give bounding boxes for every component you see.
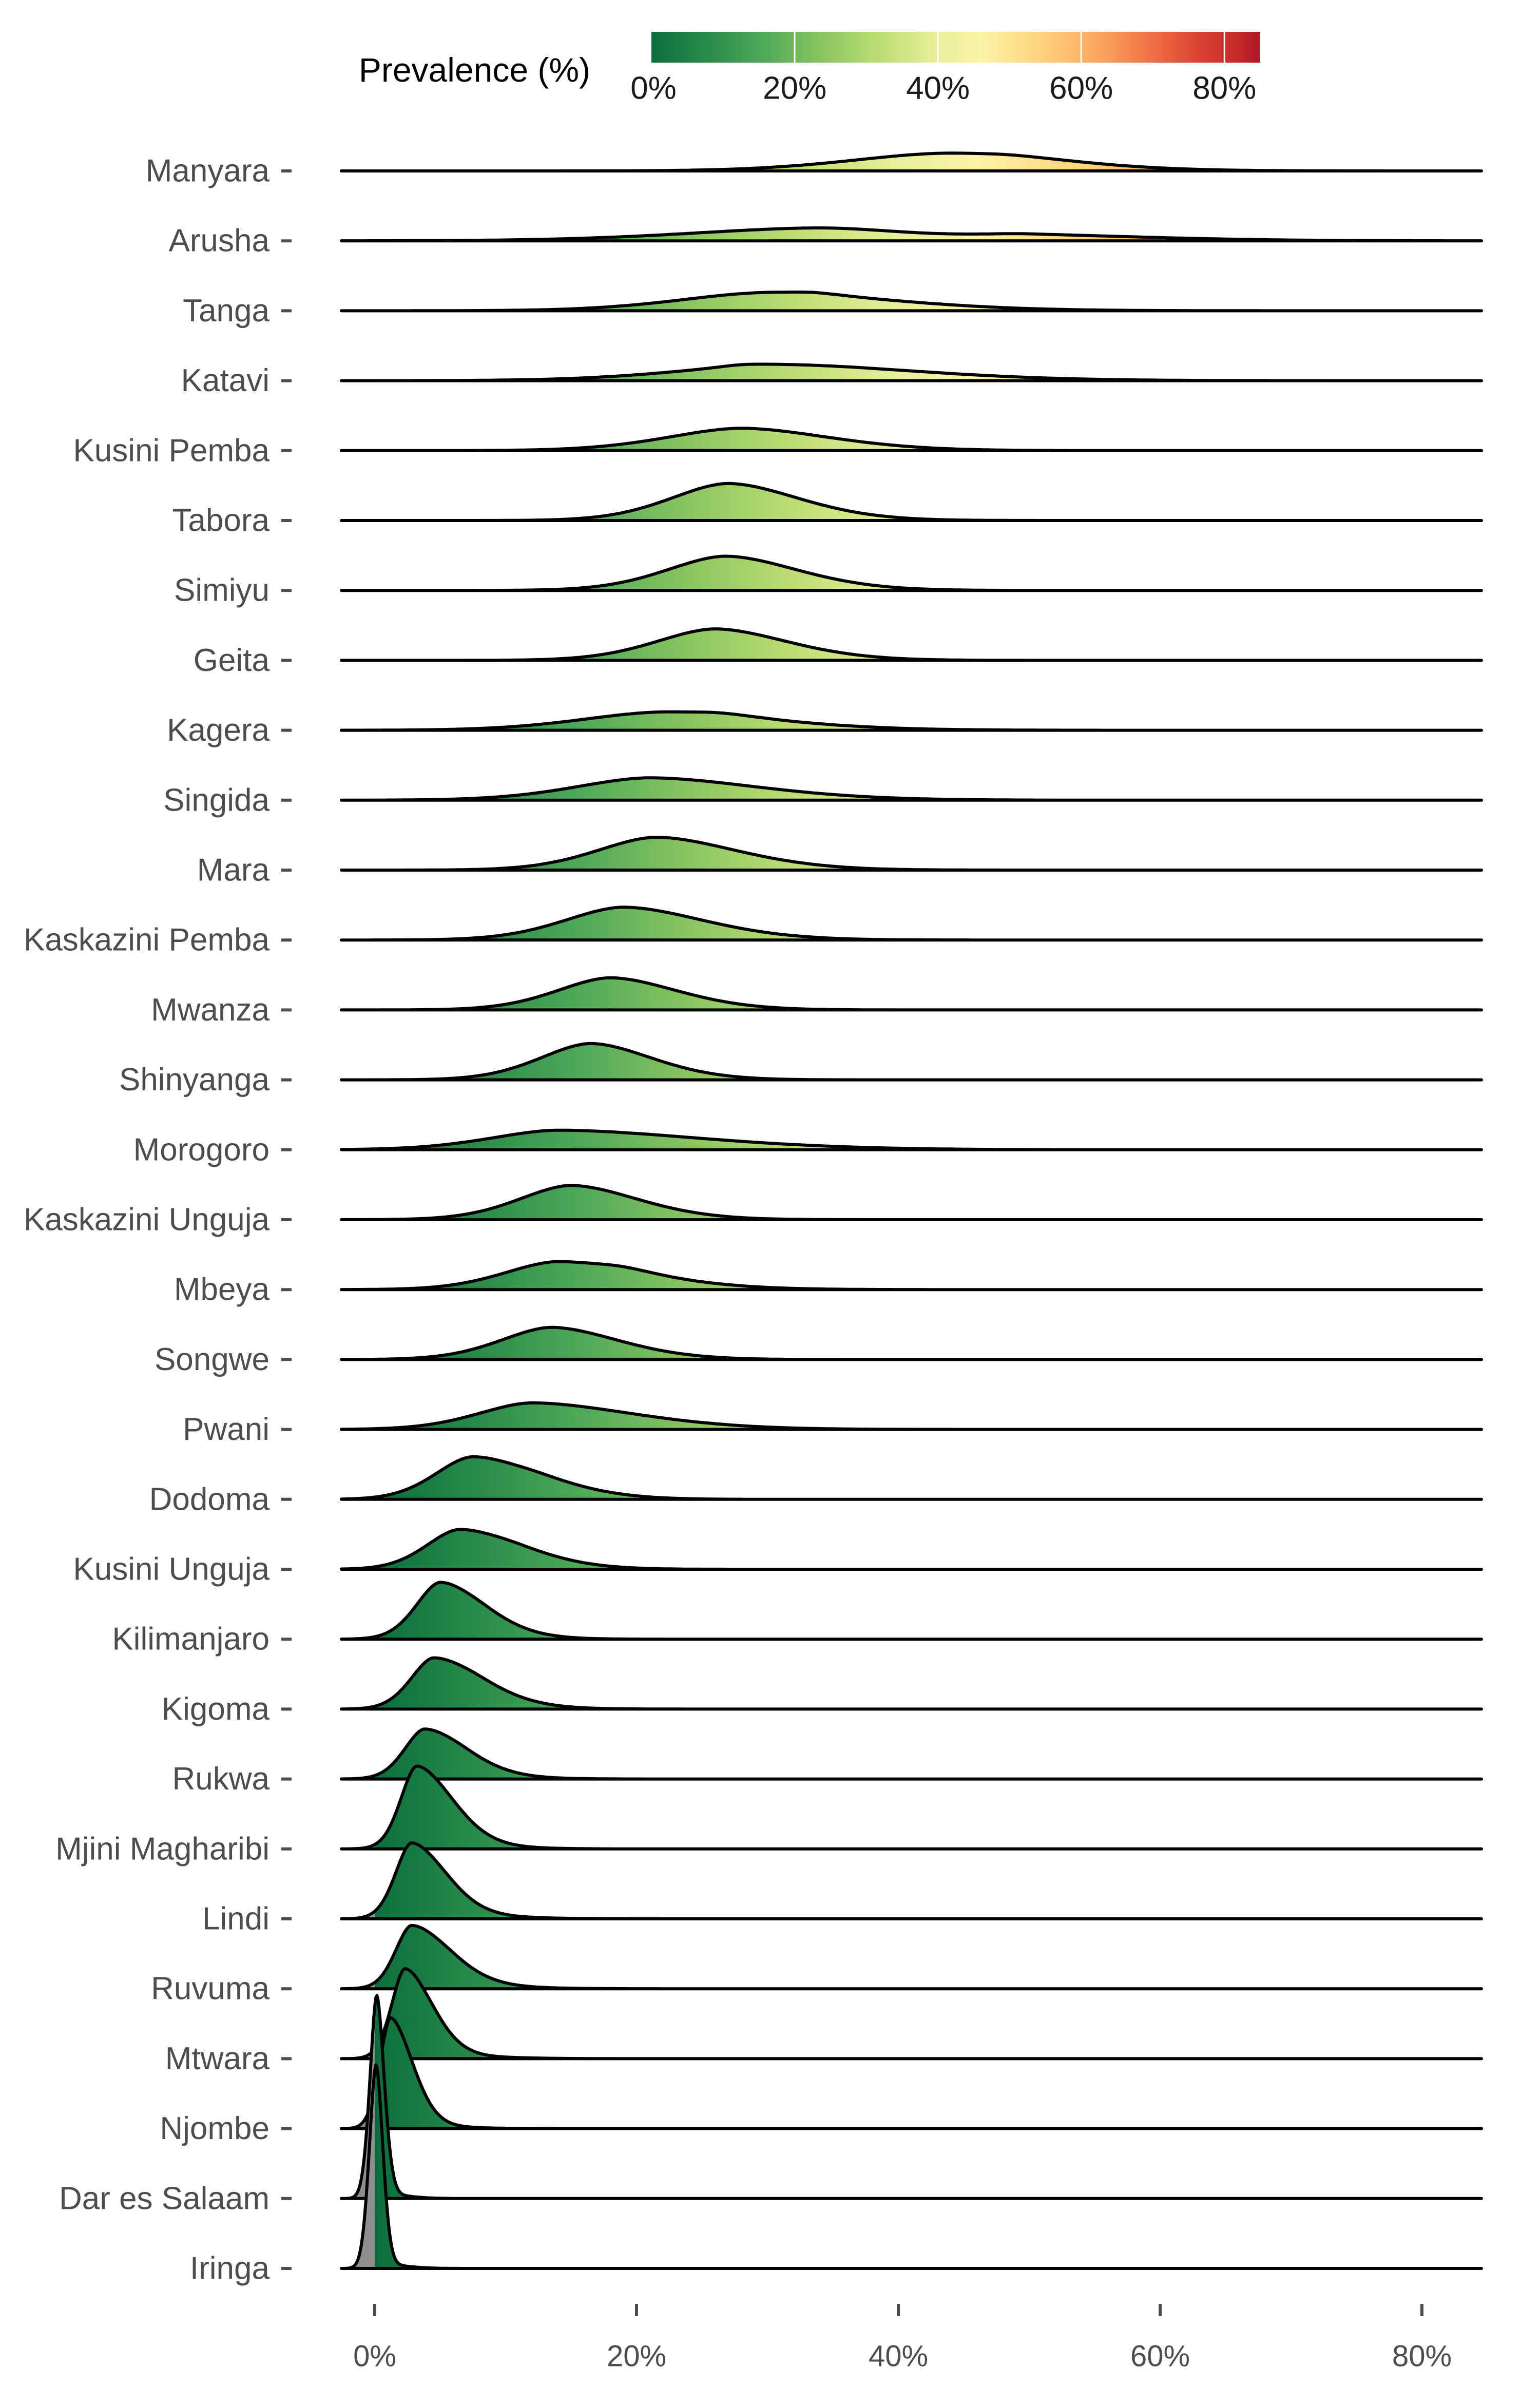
row-label-manyara: Manyara [146,153,270,189]
row-label-simiyu: Simiyu [174,573,270,608]
x-tick-label: 20% [607,2340,666,2373]
row-label-shinyanga: Shinyanga [119,1062,270,1098]
row-label-kaskazini-pemba: Kaskazini Pemba [24,922,270,958]
ridge-mjini-magharibi [340,1764,1483,1851]
row-label-kagera: Kagera [167,713,270,748]
ridge-dodoma [340,1455,1483,1501]
ridge-dar-es-salaam [340,1994,1483,2200]
row-label-songwe: Songwe [155,1342,270,1377]
row-label-dar-es-salaam: Dar es Salaam [59,2181,270,2216]
row-label-mjini-magharibi: Mjini Magharibi [55,1831,270,1866]
row-label-mbeya: Mbeya [174,1272,270,1307]
legend-colorbar-tick [794,32,796,63]
legend-title: Prevalence (%) [359,51,590,89]
row-label-rukwa: Rukwa [172,1761,270,1797]
row-label-ruvuma: Ruvuma [151,1971,270,2007]
ridge-kusini-pemba [340,427,1483,452]
legend-tick-label: 20% [763,71,826,106]
row-label-kusini-pemba: Kusini Pemba [73,433,270,468]
ridge-njombe [340,2016,1483,2130]
row-label-kaskazini-unguja: Kaskazini Unguja [24,1202,270,1238]
legend-tick-label: 0% [630,71,677,106]
x-tick-label: 60% [1130,2340,1190,2373]
ridge-geita [340,627,1483,662]
row-label-iringa: Iringa [190,2251,270,2286]
ridge-ruvuma [340,1923,1483,1991]
legend-colorbar-tick [1223,32,1225,63]
row-label-kilimanjaro: Kilimanjaro [112,1622,270,1657]
row-label-geita: Geita [194,643,270,678]
ridge-tabora [340,482,1483,522]
row-label-tanga: Tanga [183,293,270,329]
ridge-pwani [340,1401,1483,1431]
row-label-katavi: Katavi [181,363,270,398]
row-label-mtwara: Mtwara [165,2041,270,2076]
legend-colorbar-group: Prevalence (%) 0% 20% 40% 60% 80% [359,32,1260,106]
x-tick-label: 80% [1392,2340,1452,2373]
legend-colorbar [651,32,1260,63]
row-label-kigoma: Kigoma [162,1691,270,1727]
row-label-tabora: Tabora [172,503,270,538]
ridge-manyara [340,151,1483,172]
ridge-mtwara [340,1967,1483,2061]
ridge-kilimanjaro [340,1581,1483,1641]
row-label-mara: Mara [197,853,270,888]
ridge-shinyanga [340,1042,1483,1082]
ridge-kaskazini-pemba [340,906,1483,942]
ridge-iringa [340,2063,1483,2270]
ridge-simiyu [340,554,1483,592]
x-tick-label: 0% [353,2340,396,2373]
row-label-arusha: Arusha [169,223,270,259]
ridge-arusha [340,226,1483,243]
ridge-singida [340,776,1483,802]
ridge-kusini-unguja [340,1528,1483,1571]
ridge-lindi [340,1841,1483,1920]
legend-tick-label: 80% [1192,71,1256,106]
legend-colorbar-tick [937,32,939,63]
ridges-group [340,151,1483,2270]
row-label-singida: Singida [163,782,270,818]
ridge-songwe [340,1325,1483,1361]
row-label-pwani: Pwani [183,1412,270,1447]
ridge-mara [340,836,1483,872]
row-label-kusini-unguja: Kusini Unguja [73,1552,270,1587]
row-label-morogoro: Morogoro [133,1132,270,1167]
ridge-katavi [340,362,1483,382]
legend-colorbar-tick [1080,32,1082,63]
row-label-lindi: Lindi [202,1901,270,1937]
legend-tick-label: 60% [1049,71,1113,106]
ridge-kagera [340,710,1483,732]
ridge-mwanza [340,976,1483,1012]
x-axis-group: 0% 20% 40% 60% 80% [353,2304,1452,2373]
ridge-kaskazini-unguja [340,1184,1483,1221]
row-label-njombe: Njombe [160,2111,270,2146]
ridge-kigoma [340,1656,1483,1711]
legend-tick-label: 40% [906,71,970,106]
ridge-tanga [340,291,1483,313]
x-tick-label: 40% [869,2340,928,2373]
ridge-rukwa [340,1727,1483,1781]
ridge-mbeya [340,1260,1483,1292]
ridge-morogoro [340,1128,1483,1151]
row-label-mwanza: Mwanza [151,992,270,1028]
y-axis-group: Manyara Arusha Tanga Katavi Kusini Pemba Tabo… [24,153,292,2286]
row-label-dodoma: Dodoma [149,1481,270,1517]
